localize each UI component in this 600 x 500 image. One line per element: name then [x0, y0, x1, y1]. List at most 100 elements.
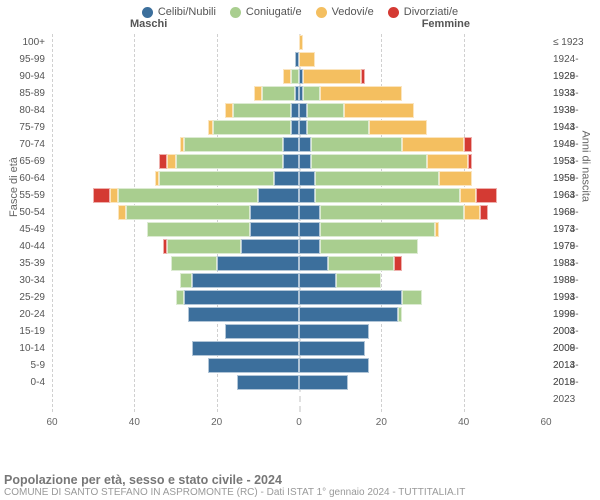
bar-seg-single	[258, 188, 299, 203]
birth-year-label: ≤ 1923	[549, 34, 600, 51]
birth-year-label: 1929-1933	[549, 68, 600, 85]
age-group-label: 95-99	[0, 51, 49, 68]
birth-year-label: 2019-2023	[549, 374, 600, 391]
bar-seg-married	[184, 137, 283, 152]
age-group-label: 30-34	[0, 272, 49, 289]
bar-seg-single	[299, 205, 320, 220]
birth-year-label: 1934-1938	[549, 85, 600, 102]
pyramid-row	[52, 273, 546, 288]
bar-seg-single	[299, 222, 320, 237]
x-tick: 20	[376, 417, 387, 428]
bar-seg-married	[303, 86, 319, 101]
bar-seg-widowed	[369, 120, 427, 135]
bar-seg-married	[159, 171, 274, 186]
bar-seg-divorced	[394, 256, 402, 271]
age-group-label: 50-54	[0, 204, 49, 221]
age-group-label: 70-74	[0, 136, 49, 153]
legend-swatch	[316, 7, 327, 18]
pyramid-row	[52, 120, 546, 135]
bar-seg-divorced	[468, 154, 472, 169]
legend-swatch	[230, 7, 241, 18]
bar-seg-widowed	[167, 154, 175, 169]
footer: Popolazione per età, sesso e stato civil…	[4, 473, 596, 498]
birth-year-label: 1924-1928	[549, 51, 600, 68]
bar-seg-single	[184, 290, 299, 305]
bar-seg-single	[241, 239, 299, 254]
bar-seg-married	[336, 273, 381, 288]
bar-seg-married	[213, 120, 291, 135]
bar-seg-widowed	[110, 188, 118, 203]
bar-seg-divorced	[93, 188, 109, 203]
pyramid-row	[52, 86, 546, 101]
x-tick: 40	[458, 417, 469, 428]
age-group-label: 20-24	[0, 306, 49, 323]
bar-seg-married	[398, 307, 402, 322]
pyramid-chart: Celibi/NubiliConiugati/eVedovi/eDivorzia…	[0, 0, 600, 500]
bar-seg-married	[311, 137, 402, 152]
pyramid-row	[52, 324, 546, 339]
bar-seg-single	[299, 324, 369, 339]
age-group-label: 85-89	[0, 85, 49, 102]
bar-seg-married	[118, 188, 258, 203]
age-group-label: 25-29	[0, 289, 49, 306]
bar-seg-divorced	[361, 69, 365, 84]
birth-year-label: 1979-1983	[549, 238, 600, 255]
bar-seg-married	[291, 69, 299, 84]
bar-seg-widowed	[283, 69, 291, 84]
pyramid-row	[52, 171, 546, 186]
bar-seg-married	[180, 273, 192, 288]
pyramid-row	[52, 69, 546, 84]
bar-seg-single	[299, 103, 307, 118]
bar-seg-divorced	[476, 188, 497, 203]
x-tick: 40	[129, 417, 140, 428]
bar-seg-single	[237, 375, 299, 390]
bar-seg-single	[299, 358, 369, 373]
pyramid-row	[52, 188, 546, 203]
bar-seg-divorced	[163, 239, 167, 254]
bar-seg-widowed	[320, 86, 402, 101]
birth-year-label: 1974-1978	[549, 221, 600, 238]
bar-seg-single	[299, 307, 398, 322]
age-group-label: 10-14	[0, 340, 49, 357]
bar-seg-divorced	[159, 154, 167, 169]
birth-year-label: 1944-1948	[549, 119, 600, 136]
birth-year-label: 1964-1968	[549, 187, 600, 204]
age-group-label: 55-59	[0, 187, 49, 204]
pyramid-row	[52, 341, 546, 356]
bar-seg-single	[299, 154, 311, 169]
birth-year-label: 2014-2018	[549, 357, 600, 374]
bar-seg-single	[274, 171, 299, 186]
bar-seg-widowed	[254, 86, 262, 101]
age-group-label: 45-49	[0, 221, 49, 238]
age-group-label: 65-69	[0, 153, 49, 170]
bar-seg-widowed	[208, 120, 212, 135]
bar-seg-single	[208, 358, 299, 373]
bar-seg-single	[192, 341, 299, 356]
bar-seg-married	[126, 205, 250, 220]
bar-seg-widowed	[180, 137, 184, 152]
pyramid-row	[52, 222, 546, 237]
bar-seg-widowed	[427, 154, 468, 169]
birth-year-label: 1959-1963	[549, 170, 600, 187]
bar-seg-single	[299, 171, 315, 186]
bar-seg-married	[233, 103, 291, 118]
bar-seg-widowed	[344, 103, 414, 118]
bar-seg-single	[225, 324, 299, 339]
legend-item: Vedovi/e	[316, 6, 374, 18]
bar-seg-married	[307, 120, 369, 135]
legend-swatch	[142, 7, 153, 18]
pyramid-row	[52, 290, 546, 305]
chart-title: Popolazione per età, sesso e stato civil…	[4, 473, 596, 487]
pyramid-row	[52, 103, 546, 118]
bar-seg-single	[299, 290, 402, 305]
pyramid-row	[52, 375, 546, 390]
bar-seg-divorced	[480, 205, 488, 220]
pyramid-row	[52, 205, 546, 220]
bar-seg-widowed	[460, 188, 476, 203]
bar-seg-married	[328, 256, 394, 271]
bar-seg-single	[299, 256, 328, 271]
x-tick: 60	[540, 417, 551, 428]
bar-seg-single	[299, 273, 336, 288]
age-group-label: 75-79	[0, 119, 49, 136]
age-group-label: 60-64	[0, 170, 49, 187]
